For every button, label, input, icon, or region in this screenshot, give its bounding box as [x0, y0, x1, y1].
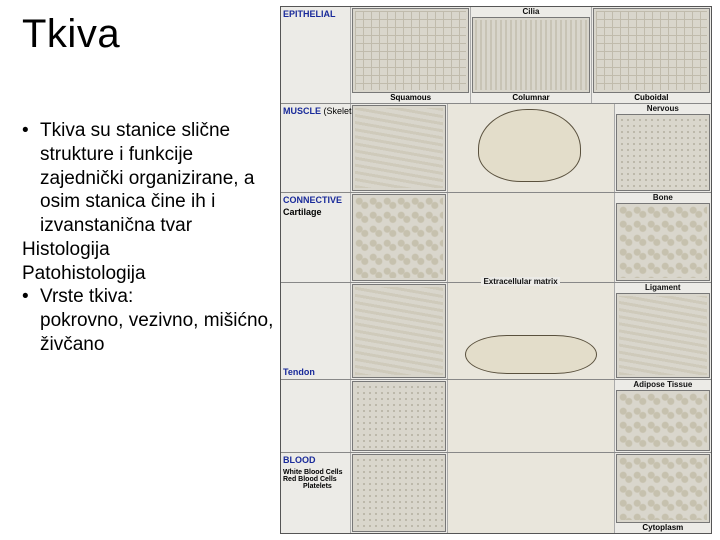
- adipose-image: [616, 390, 710, 451]
- bullet-dot-icon: •: [22, 285, 40, 309]
- cytoplasm-image: [616, 454, 710, 523]
- bullet-2: • Vrste tkiva:: [22, 285, 274, 309]
- line-types: pokrovno, vezivno, mišićno, živčano: [22, 309, 274, 357]
- label-ligament: Ligament: [616, 284, 710, 293]
- bone-image: [616, 203, 710, 280]
- diagram-column: EPITHELIAL Squamous Cilia Columnar Cuboi…: [280, 0, 720, 540]
- label-squamous: Squamous: [352, 93, 469, 102]
- forearm-sketch: [448, 380, 614, 452]
- columnar-image: [472, 17, 589, 93]
- cell-cuboidal: Cuboidal: [592, 7, 711, 103]
- bullet-dot-icon: •: [22, 119, 40, 143]
- muscle-cells: Nervous: [351, 104, 711, 192]
- blood-image: [352, 454, 446, 532]
- label-cilia: Cilia: [472, 8, 589, 17]
- label-nervous: Nervous: [616, 105, 710, 114]
- row-epithelial: EPITHELIAL Squamous Cilia Columnar Cuboi…: [281, 7, 711, 104]
- cell-columnar: Cilia Columnar: [471, 7, 591, 103]
- label-cytoplasm: Cytoplasm: [616, 523, 710, 532]
- ligament-image: [616, 293, 710, 378]
- cell-blood: [351, 453, 448, 533]
- text-column: Tkiva • Tkiva su stanice slične struktur…: [0, 0, 280, 540]
- blood-cells: Cytoplasm: [351, 453, 711, 533]
- arm-sketch: Extracellular matrix: [448, 283, 614, 379]
- label-cartilage: Cartilage: [283, 207, 322, 217]
- epithelial-cells: Squamous Cilia Columnar Cuboidal: [351, 7, 711, 103]
- tendon-image: [352, 284, 446, 378]
- label-adipose: Adipose Tissue: [616, 381, 710, 390]
- cell-nervous: Nervous: [615, 104, 711, 192]
- cell-muscle-striated: [351, 104, 448, 192]
- label-platelets: Platelets: [303, 483, 332, 490]
- cell-misc-left: [351, 380, 448, 452]
- muscle-image: [352, 105, 446, 191]
- page-title: Tkiva: [22, 12, 274, 57]
- head-sketch: [448, 104, 614, 192]
- row-blood: BLOOD White Blood Cells Red Blood Cells …: [281, 453, 711, 533]
- arm-shape-icon: [465, 335, 597, 373]
- squamous-image: [352, 8, 469, 93]
- row-muscle: MUSCLE (Skeletal) Nervous: [281, 104, 711, 193]
- connective-cells-2: Extracellular matrix Ligament: [351, 283, 711, 379]
- section-sublabel-empty: [281, 380, 351, 452]
- body-text: • Tkiva su stanice slične strukture i fu…: [22, 119, 274, 357]
- neck-sketch: [448, 193, 614, 281]
- label-extracellular: Extracellular matrix: [481, 277, 559, 286]
- hand-sketch: [448, 453, 614, 533]
- section-sublabel-tendon: Tendon: [281, 283, 351, 379]
- slide: Tkiva • Tkiva su stanice slične struktur…: [0, 0, 720, 540]
- row-connective-2: Tendon Extracellular matrix Ligament: [281, 283, 711, 380]
- cartilage-image: [352, 194, 446, 280]
- misc-left-image: [352, 381, 446, 451]
- row-connective-1: CONNECTIVE Cartilage Bone: [281, 193, 711, 282]
- label-bone: Bone: [616, 194, 710, 203]
- head-shape-icon: [478, 109, 580, 181]
- cell-ligament: Ligament: [615, 283, 711, 379]
- connective-label-text: CONNECTIVE: [283, 195, 342, 205]
- bullet-1-text: Tkiva su stanice slične strukture i funk…: [40, 119, 274, 238]
- tissue-diagram: EPITHELIAL Squamous Cilia Columnar Cuboi…: [280, 6, 712, 534]
- cell-cartilage: [351, 193, 448, 281]
- cuboidal-image: [593, 8, 710, 93]
- cell-cytoplasm: Cytoplasm: [615, 453, 711, 533]
- cell-squamous: Squamous: [351, 7, 471, 103]
- line-histologija: Histologija: [22, 238, 274, 262]
- blood-label-text: BLOOD: [283, 455, 316, 465]
- muscle-label-text: MUSCLE: [283, 106, 321, 116]
- bullet-2-text: Vrste tkiva:: [40, 285, 274, 309]
- cell-tendon: [351, 283, 448, 379]
- nervous-image: [616, 114, 710, 191]
- section-label-muscle: MUSCLE (Skeletal): [281, 104, 351, 192]
- cell-adipose: Adipose Tissue: [615, 380, 711, 452]
- row-adipose: Adipose Tissue: [281, 380, 711, 453]
- adipose-cells-row: Adipose Tissue: [351, 380, 711, 452]
- bullet-1: • Tkiva su stanice slične strukture i fu…: [22, 119, 274, 238]
- section-label-connective: CONNECTIVE Cartilage: [281, 193, 351, 281]
- label-columnar: Columnar: [472, 93, 589, 102]
- section-label-blood: BLOOD White Blood Cells Red Blood Cells …: [281, 453, 351, 533]
- section-label-epithelial: EPITHELIAL: [281, 7, 351, 103]
- connective-cells-1: Bone: [351, 193, 711, 281]
- label-cuboidal: Cuboidal: [593, 93, 710, 102]
- cell-bone: Bone: [615, 193, 711, 281]
- line-patohistologija: Patohistologija: [22, 262, 274, 286]
- label-wbc: White Blood Cells: [283, 469, 343, 476]
- label-rbc: Red Blood Cells: [283, 476, 337, 483]
